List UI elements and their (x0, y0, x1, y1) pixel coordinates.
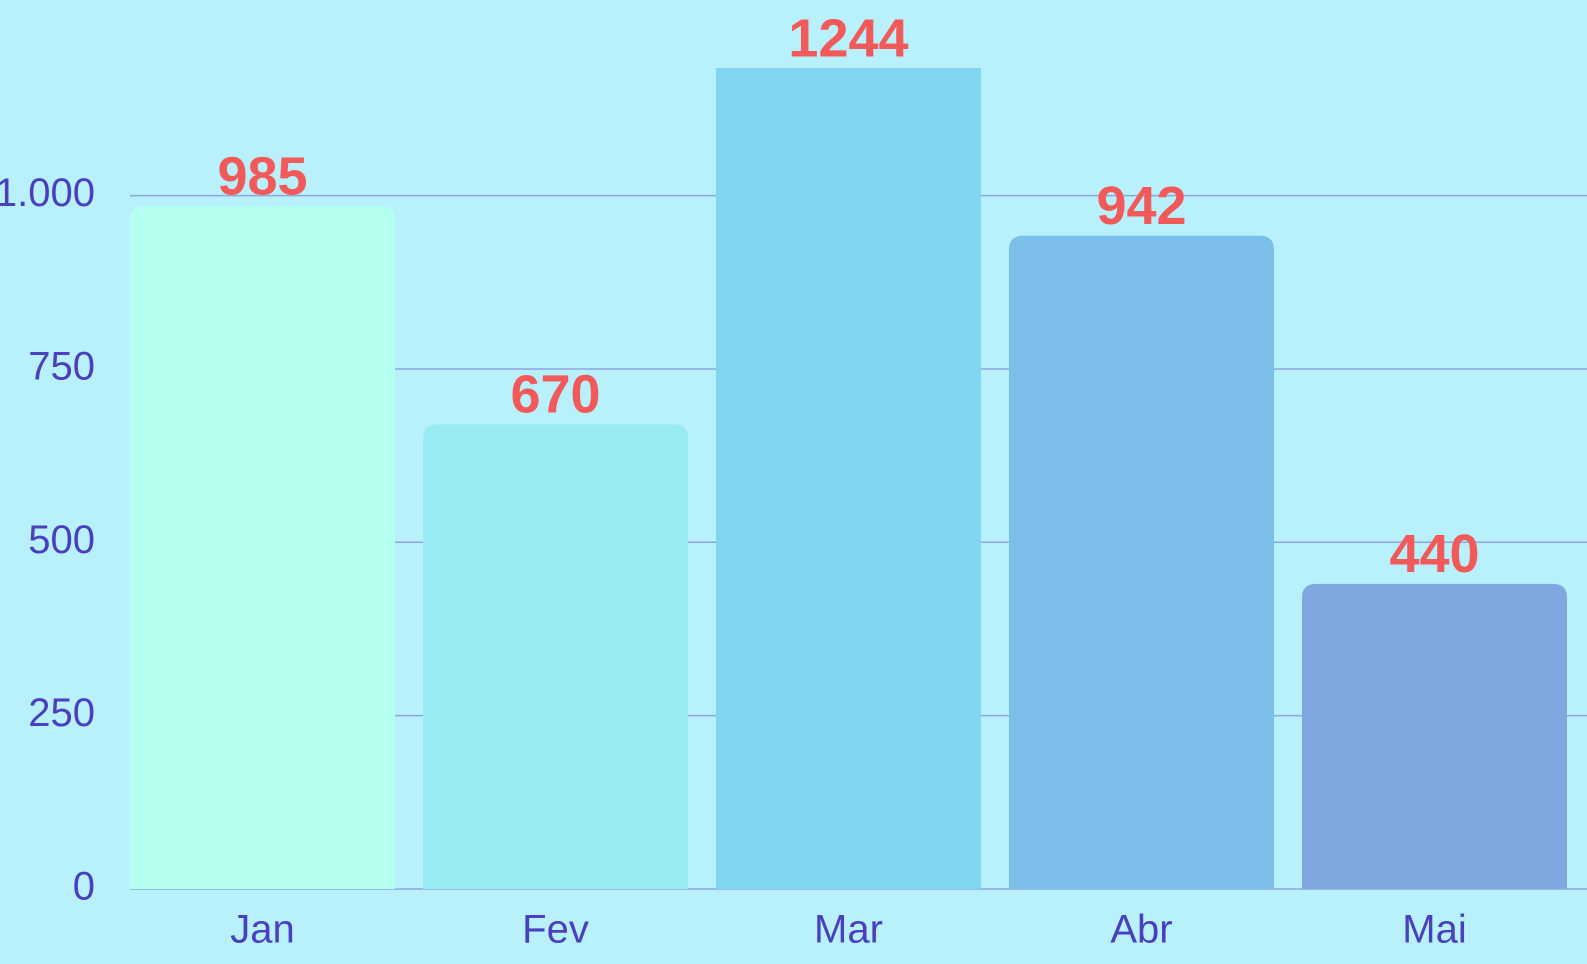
y-tick-label: 0 (73, 865, 95, 909)
value-label: 942 (1096, 176, 1186, 236)
y-tick-label: 750 (28, 345, 95, 389)
value-label: 670 (510, 365, 600, 425)
y-tick-label: 250 (28, 691, 95, 735)
value-label: 1244 (788, 8, 908, 68)
x-tick-label: Fev (522, 908, 589, 952)
bar (130, 206, 395, 889)
x-tick-label: Abr (1110, 908, 1172, 952)
y-tick-label: 1.000 (0, 171, 95, 215)
bar (423, 424, 688, 889)
bar (1302, 584, 1567, 889)
x-tick-label: Jan (230, 908, 295, 952)
chart: 0 250 500 750 1.000 Jan 985 Fev 670 Mar 1244 Abr 942… (0, 0, 1587, 964)
bar (716, 26, 981, 889)
x-tick-label: Mar (814, 908, 883, 952)
bar (1009, 236, 1274, 889)
value-label: 985 (217, 146, 307, 206)
x-tick-label: Mai (1402, 908, 1466, 952)
value-label: 440 (1389, 524, 1479, 584)
page: 0 250 500 750 1.000 Jan 985 Fev 670 Mar 1244 Abr 942… (0, 0, 1587, 964)
y-tick-label: 500 (28, 518, 95, 562)
